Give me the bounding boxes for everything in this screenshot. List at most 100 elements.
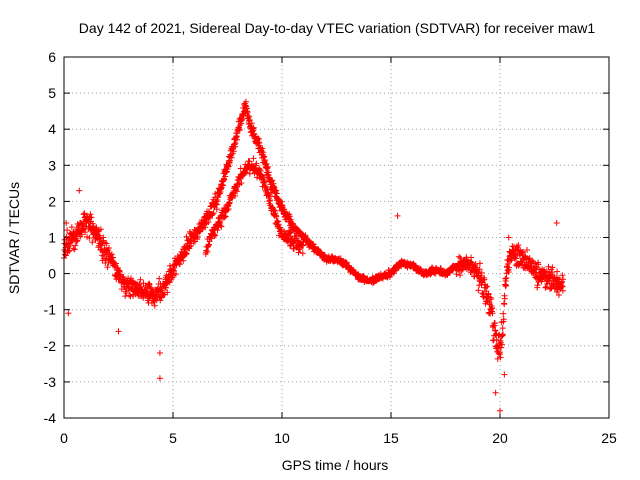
data-point xyxy=(222,173,229,180)
data-point xyxy=(226,199,233,206)
data-point xyxy=(71,246,78,253)
y-tick-label: -1 xyxy=(44,302,57,318)
data-point xyxy=(559,287,566,294)
data-point xyxy=(108,251,115,258)
data-point xyxy=(145,281,152,288)
data-point xyxy=(224,207,231,214)
data-point xyxy=(502,283,509,290)
x-tick-label: 10 xyxy=(274,430,290,446)
data-point xyxy=(297,246,304,253)
y-tick-label: -3 xyxy=(44,374,57,390)
data-point xyxy=(156,350,163,357)
data-point xyxy=(212,232,219,239)
data-point xyxy=(453,271,460,278)
data-point xyxy=(233,136,240,143)
data-point xyxy=(223,168,230,175)
data-point xyxy=(194,236,201,243)
data-point xyxy=(554,268,561,275)
data-point xyxy=(82,229,89,236)
data-point xyxy=(478,269,485,276)
data-point xyxy=(211,232,218,239)
data-point xyxy=(210,209,217,216)
data-point xyxy=(520,248,527,255)
data-point xyxy=(65,310,72,317)
data-point xyxy=(508,256,515,263)
data-point xyxy=(261,178,268,185)
data-point xyxy=(183,250,190,257)
data-point xyxy=(487,294,494,301)
data-point xyxy=(65,248,72,255)
data-point xyxy=(64,227,71,234)
data-point xyxy=(120,274,127,281)
data-point xyxy=(498,344,505,351)
data-point xyxy=(534,282,541,289)
data-point xyxy=(499,325,506,332)
data-point xyxy=(151,302,158,309)
data-point xyxy=(495,350,502,357)
data-point xyxy=(208,235,215,242)
data-point xyxy=(275,221,282,228)
data-point xyxy=(230,148,237,155)
data-point xyxy=(188,242,195,249)
data-point xyxy=(295,249,302,256)
data-point xyxy=(157,297,164,304)
data-point xyxy=(500,316,507,323)
data-point xyxy=(248,120,255,127)
data-point xyxy=(180,257,187,264)
data-point xyxy=(236,125,243,132)
data-point xyxy=(484,283,491,290)
data-point xyxy=(146,281,153,288)
data-point xyxy=(168,275,175,282)
data-point xyxy=(553,220,560,227)
y-tick-label: 5 xyxy=(48,85,56,101)
data-point xyxy=(555,291,562,298)
data-point xyxy=(218,223,225,230)
data-point xyxy=(250,124,257,131)
data-point xyxy=(286,228,293,235)
data-point xyxy=(235,180,242,187)
data-point xyxy=(299,242,306,249)
data-point xyxy=(474,264,481,271)
data-point xyxy=(137,276,144,283)
data-point xyxy=(204,248,211,255)
data-point xyxy=(125,284,132,291)
data-point xyxy=(217,222,224,229)
data-point xyxy=(176,261,183,268)
plot-frame xyxy=(63,56,610,419)
data-point xyxy=(250,125,257,132)
data-point xyxy=(542,284,549,291)
data-point xyxy=(488,296,495,303)
data-point xyxy=(68,224,75,231)
data-point xyxy=(505,234,512,241)
data-point xyxy=(115,328,122,335)
data-point xyxy=(109,254,116,261)
data-points xyxy=(61,98,567,414)
x-tick-label: 0 xyxy=(60,430,68,446)
data-point xyxy=(205,241,212,248)
data-point xyxy=(501,295,508,302)
data-point xyxy=(482,284,489,291)
data-point xyxy=(497,354,504,361)
data-point xyxy=(476,266,483,273)
x-tick-label: 15 xyxy=(383,430,399,446)
x-tick-label: 20 xyxy=(492,430,508,446)
data-point xyxy=(504,267,511,274)
data-point xyxy=(263,160,270,167)
data-point xyxy=(209,211,216,218)
data-point xyxy=(256,166,263,173)
data-point xyxy=(549,264,556,271)
data-point xyxy=(166,262,173,269)
data-point xyxy=(476,260,483,267)
data-point xyxy=(164,289,171,296)
data-point xyxy=(225,206,232,213)
data-point xyxy=(246,113,253,120)
data-point xyxy=(97,235,104,242)
data-point xyxy=(501,301,508,308)
data-point xyxy=(256,140,263,147)
data-point xyxy=(489,310,496,317)
data-point xyxy=(274,218,281,225)
data-point xyxy=(503,282,510,289)
data-point xyxy=(234,188,241,195)
data-point xyxy=(87,211,94,218)
data-point xyxy=(468,259,475,266)
